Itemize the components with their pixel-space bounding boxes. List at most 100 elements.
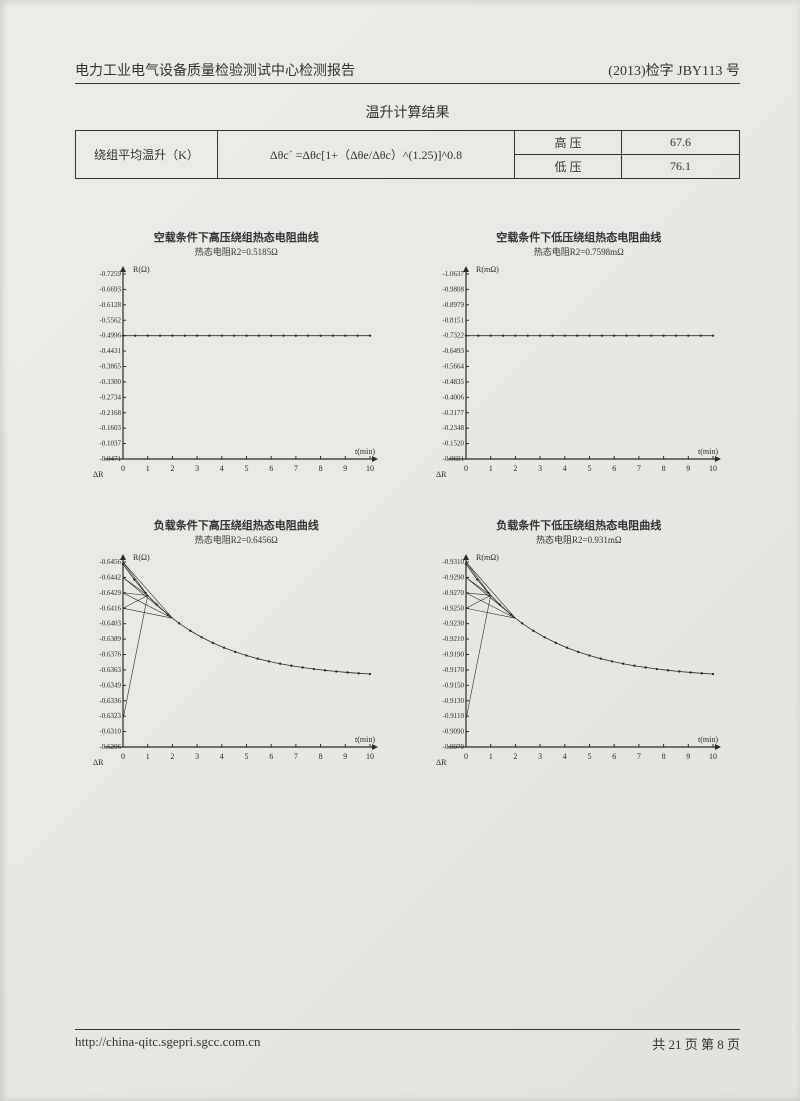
svg-text:-0.5664: -0.5664: [442, 363, 464, 371]
svg-text:-0.7322: -0.7322: [442, 332, 464, 340]
svg-text:-0.6323: -0.6323: [99, 712, 121, 720]
svg-text:-0.9270: -0.9270: [442, 589, 464, 597]
svg-text:-0.6363: -0.6363: [99, 666, 121, 674]
svg-text:2: 2: [170, 464, 174, 473]
svg-text:ΔR: ΔR: [93, 470, 104, 479]
svg-text:6: 6: [612, 752, 616, 761]
lv-label: 低 压: [515, 155, 622, 179]
svg-text:ΔR: ΔR: [436, 758, 447, 767]
svg-text:2: 2: [513, 464, 517, 473]
svg-text:0: 0: [121, 752, 125, 761]
svg-text:-0.3300: -0.3300: [99, 378, 121, 386]
svg-text:4: 4: [562, 464, 566, 473]
svg-text:-0.6416: -0.6416: [99, 604, 121, 612]
svg-text:6: 6: [269, 464, 273, 473]
result-table: 绕组平均温升（K） Δθc´ =Δθc[1+（Δθe/Δθc）^(1.25)]^…: [75, 130, 740, 179]
svg-text:3: 3: [195, 464, 199, 473]
svg-text:-0.6456: -0.6456: [99, 558, 121, 566]
svg-text:-0.2168: -0.2168: [99, 409, 121, 417]
svg-text:-0.7259: -0.7259: [99, 270, 121, 278]
svg-text:-0.9210: -0.9210: [442, 635, 464, 643]
svg-text:-0.6429: -0.6429: [99, 589, 121, 597]
svg-text:5: 5: [245, 752, 249, 761]
table-rowlabel: 绕组平均温升（K）: [76, 131, 218, 179]
svg-text:10: 10: [366, 752, 374, 761]
svg-text:-0.5562: -0.5562: [99, 316, 121, 324]
header-left: 电力工业电气设备质量检验测试中心检测报告: [75, 60, 355, 80]
svg-text:10: 10: [709, 464, 717, 473]
svg-text:2: 2: [513, 752, 517, 761]
chart-subtitle: 热态电阻R2=0.7598mΩ: [418, 245, 741, 258]
chart-1: 空载条件下低压绕组热态电阻曲线 热态电阻R2=0.7598mΩ R(mΩ)-1.…: [418, 229, 741, 487]
svg-text:-0.6128: -0.6128: [99, 301, 121, 309]
svg-text:4: 4: [220, 752, 224, 761]
chart-subtitle: 热态电阻R2=0.5185Ω: [75, 245, 398, 258]
chart-title: 负载条件下低压绕组热态电阻曲线: [418, 517, 741, 533]
svg-text:5: 5: [587, 752, 591, 761]
svg-text:-0.6336: -0.6336: [99, 697, 121, 705]
chart-2: 负载条件下高压绕组热态电阻曲线 热态电阻R2=0.6456Ω R(Ω)-0.64…: [75, 517, 398, 775]
svg-text:-0.6442: -0.6442: [99, 573, 121, 581]
svg-text:t(min): t(min): [698, 735, 718, 744]
chart-3: 负载条件下低压绕组热态电阻曲线 热态电阻R2=0.931mΩ R(mΩ) -0.9…: [418, 517, 741, 775]
chart-plot: R(mΩ) -1.0637 -0.9808 -0.8979 -0.8151 -0.7322…: [418, 262, 723, 487]
svg-text:-0.4006: -0.4006: [442, 393, 464, 401]
svg-text:8: 8: [661, 752, 665, 761]
svg-text:0: 0: [121, 464, 125, 473]
svg-text:9: 9: [686, 464, 690, 473]
svg-text:8: 8: [319, 752, 323, 761]
chart-title: 负载条件下高压绕组热态电阻曲线: [75, 517, 398, 533]
svg-text:ΔR: ΔR: [93, 758, 104, 767]
svg-text:1: 1: [146, 464, 150, 473]
svg-text:0: 0: [464, 752, 468, 761]
svg-text:6: 6: [612, 464, 616, 473]
footer-url: http://china-qitc.sgepri.sgcc.com.cn: [75, 1034, 261, 1053]
svg-text:-0.9290: -0.9290: [442, 573, 464, 581]
svg-text:7: 7: [294, 752, 298, 761]
svg-text:t(min): t(min): [355, 735, 375, 744]
svg-text:-0.6349: -0.6349: [99, 681, 121, 689]
result-title: 温升计算结果: [75, 102, 740, 122]
svg-text:R(mΩ): R(mΩ): [476, 265, 499, 274]
svg-text:1: 1: [146, 752, 150, 761]
svg-text:-0.9110: -0.9110: [442, 712, 464, 720]
svg-text:R(Ω): R(Ω): [133, 553, 150, 562]
svg-text:7: 7: [294, 464, 298, 473]
svg-text:-0.6693: -0.6693: [99, 285, 121, 293]
svg-text:3: 3: [195, 752, 199, 761]
chart-subtitle: 热态电阻R2=0.931mΩ: [418, 533, 741, 546]
svg-text:9: 9: [686, 752, 690, 761]
svg-text:-0.1603: -0.1603: [99, 424, 121, 432]
svg-text:9: 9: [343, 752, 347, 761]
table-formula: Δθc´ =Δθc[1+（Δθe/Δθc）^(1.25)]^0.8: [218, 131, 515, 179]
page-footer: http://china-qitc.sgepri.sgcc.com.cn 共 2…: [75, 1029, 740, 1053]
svg-text:-0.6389: -0.6389: [99, 635, 121, 643]
svg-text:8: 8: [319, 464, 323, 473]
svg-text:4: 4: [562, 752, 566, 761]
chart-plot: R(Ω)-0.6456-0.6442-0.6429-0.6416-0.6403-…: [75, 550, 380, 775]
hv-label: 高 压: [515, 131, 622, 155]
hv-value: 67.6: [622, 131, 740, 155]
svg-text:4: 4: [220, 464, 224, 473]
svg-text:9: 9: [343, 464, 347, 473]
svg-text:-0.6376: -0.6376: [99, 651, 121, 659]
svg-text:-0.9250: -0.9250: [442, 604, 464, 612]
svg-text:ΔR: ΔR: [436, 470, 447, 479]
svg-text:-0.9808: -0.9808: [442, 285, 464, 293]
lv-value: 76.1: [622, 155, 740, 179]
svg-text:-0.8151: -0.8151: [442, 316, 464, 324]
svg-text:-0.2348: -0.2348: [442, 424, 464, 432]
svg-text:5: 5: [245, 464, 249, 473]
svg-text:R(mΩ): R(mΩ): [476, 553, 499, 562]
svg-text:t(min): t(min): [355, 447, 375, 456]
svg-text:1: 1: [488, 752, 492, 761]
report-page: 电力工业电气设备质量检验测试中心检测报告 (2013)检字 JBY113 号 温…: [0, 0, 800, 1101]
svg-text:-0.8979: -0.8979: [442, 301, 464, 309]
svg-text:8: 8: [661, 464, 665, 473]
svg-text:-0.4996: -0.4996: [99, 332, 121, 340]
svg-text:-1.0637: -1.0637: [442, 270, 464, 278]
chart-0: 空载条件下高压绕组热态电阻曲线 热态电阻R2=0.5185Ω R(Ω)-0.72…: [75, 229, 398, 487]
svg-text:-0.9230: -0.9230: [442, 620, 464, 628]
svg-text:-0.1037: -0.1037: [99, 440, 121, 448]
charts-grid: 空载条件下高压绕组热态电阻曲线 热态电阻R2=0.5185Ω R(Ω)-0.72…: [75, 229, 740, 775]
